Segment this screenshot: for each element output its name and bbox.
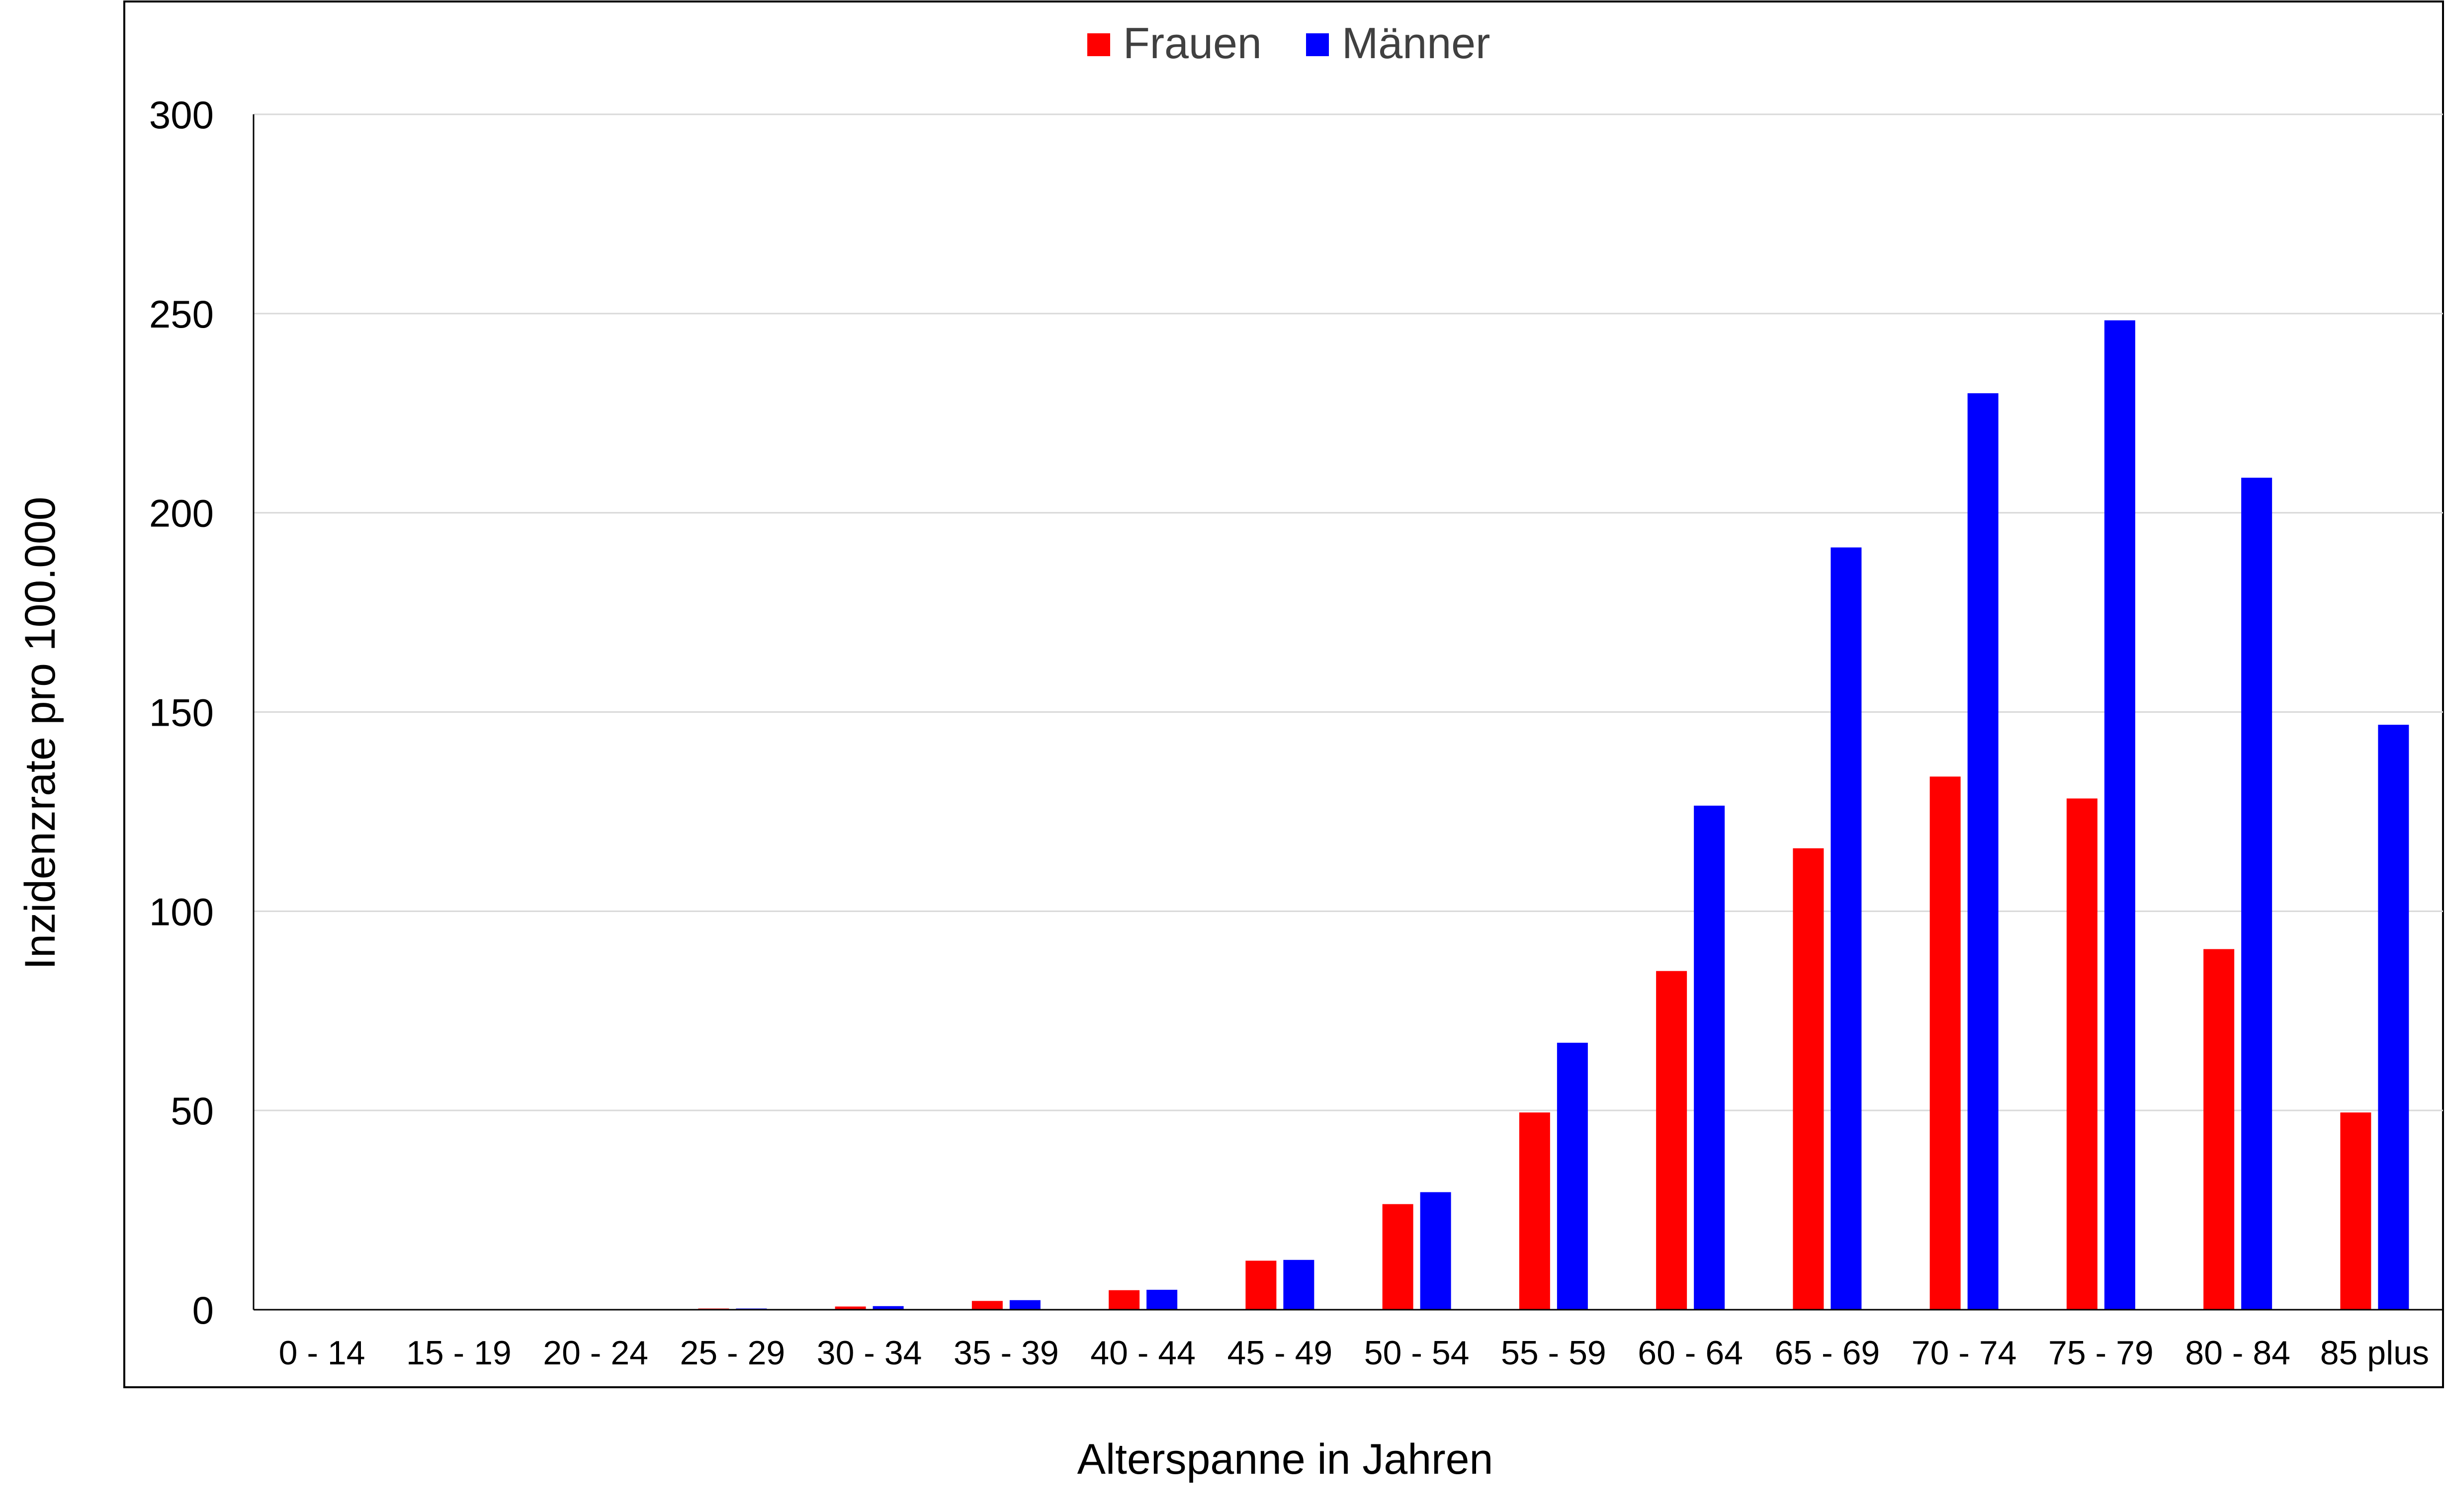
y-tick-label: 50: [171, 1089, 214, 1133]
x-tick-label: 60 - 64: [1638, 1334, 1743, 1372]
x-axis-title: Alterspanne in Jahren: [1077, 1435, 1493, 1483]
y-tick-label: 0: [192, 1288, 214, 1332]
bar-m-nner-14: [2241, 478, 2272, 1310]
legend: Frauen Männer: [1087, 18, 1490, 68]
bar-m-nner-6: [1146, 1289, 1178, 1310]
bar-frauen-4: [835, 1306, 866, 1310]
bar-m-nner-12: [1967, 393, 1999, 1310]
bar-frauen-9: [1519, 1112, 1550, 1310]
bar-frauen-10: [1656, 971, 1687, 1310]
bar-m-nner-7: [1283, 1260, 1314, 1310]
x-tick-label: 65 - 69: [1775, 1334, 1880, 1372]
bar-m-nner-10: [1694, 805, 1725, 1310]
y-axis-title: Inzidenzrate pro 100.000: [16, 497, 64, 969]
y-tick-label: 100: [149, 890, 214, 933]
bar-frauen-11: [1793, 848, 1824, 1310]
bar-frauen-14: [2203, 949, 2235, 1310]
x-tick-label: 75 - 79: [2048, 1334, 2154, 1372]
x-tick-label: 20 - 24: [543, 1334, 648, 1372]
axes: [253, 114, 2443, 1311]
y-tick-label: 300: [149, 93, 214, 137]
legend-swatch-0: [1087, 33, 1110, 56]
bar-frauen-8: [1382, 1204, 1413, 1310]
bar-m-nner-15: [2378, 725, 2409, 1310]
chart-frame: [123, 0, 2444, 1388]
bar-m-nner-8: [1420, 1192, 1451, 1310]
bar-frauen-15: [2340, 1112, 2371, 1310]
y-tick-labels: 0 50 100 150 200 250 300: [149, 93, 214, 1332]
bar-m-nner-11: [1831, 547, 1862, 1310]
x-tick-label: 50 - 54: [1364, 1334, 1470, 1372]
bar-frauen-7: [1245, 1260, 1277, 1310]
y-tick-label: 200: [149, 492, 214, 535]
bar-frauen-13: [2066, 798, 2097, 1310]
x-tick-label: 70 - 74: [1912, 1334, 2017, 1372]
bar-m-nner-5: [1009, 1300, 1041, 1310]
x-tick-label: 30 - 34: [817, 1334, 922, 1372]
legend-swatch-1: [1306, 33, 1329, 56]
legend-label-0: Frauen: [1123, 18, 1262, 68]
y-tick-label: 150: [149, 691, 214, 735]
x-tick-label: 0 - 14: [279, 1334, 365, 1372]
bar-frauen-5: [971, 1301, 1003, 1310]
x-tick-label: 85 plus: [2320, 1334, 2429, 1372]
x-tick-label: 35 - 39: [954, 1334, 1059, 1372]
bar-frauen-6: [1109, 1290, 1140, 1310]
legend-label-1: Männer: [1342, 18, 1490, 68]
x-tick-label: 55 - 59: [1501, 1334, 1606, 1372]
x-tick-label: 40 - 44: [1090, 1334, 1196, 1372]
bar-m-nner-4: [873, 1306, 904, 1310]
x-tick-label: 45 - 49: [1227, 1334, 1333, 1372]
bar-m-nner-9: [1557, 1042, 1588, 1310]
x-tick-labels: 0 - 14 15 - 19 20 - 24 25 - 29 30 - 34 35 - 3…: [279, 1334, 2429, 1372]
bars: [561, 320, 2409, 1310]
bar-frauen-12: [1929, 776, 1961, 1310]
x-tick-label: 15 - 19: [406, 1334, 512, 1372]
x-tick-label: 25 - 29: [680, 1334, 786, 1372]
bar-m-nner-13: [2104, 320, 2135, 1310]
y-tick-label: 250: [149, 292, 214, 336]
x-tick-label: 80 - 84: [2185, 1334, 2290, 1372]
